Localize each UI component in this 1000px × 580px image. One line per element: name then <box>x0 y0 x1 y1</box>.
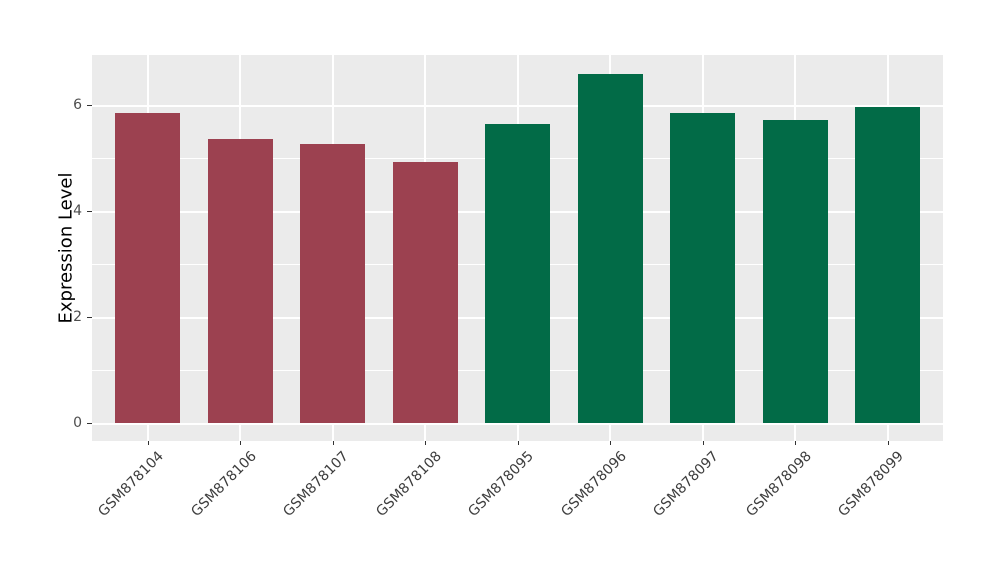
y-tick-label: 6 <box>73 97 82 113</box>
x-tick-mark <box>610 441 611 445</box>
x-tick-mark <box>702 441 704 445</box>
y-tick-mark <box>87 317 92 318</box>
x-tick-label: GSM878106 <box>188 448 260 520</box>
x-tick-mark <box>517 441 519 445</box>
y-tick-label: 4 <box>73 203 82 219</box>
x-tick-mark <box>240 441 241 445</box>
x-tick-label: GSM878097 <box>650 448 723 520</box>
x-tick-label: GSM878099 <box>835 448 908 520</box>
y-tick-mark <box>87 105 92 106</box>
x-tick-mark <box>332 441 334 445</box>
x-tick-label: GSM878095 <box>465 448 538 520</box>
x-tick-label: GSM878098 <box>743 448 815 520</box>
bar-GSM878096 <box>577 73 643 423</box>
bar-GSM878097 <box>670 112 735 423</box>
x-tick-mark <box>795 441 796 445</box>
bar-GSM878098 <box>762 119 828 423</box>
x-tick-mark <box>887 441 889 445</box>
plot-panel <box>92 55 943 441</box>
y-tick-mark <box>87 423 92 424</box>
bar-GSM878099 <box>855 107 920 423</box>
x-tick-mark <box>425 441 426 445</box>
x-tick-label: GSM878108 <box>373 448 445 520</box>
x-tick-label: GSM878096 <box>558 448 630 520</box>
bar-GSM878108 <box>392 161 458 423</box>
bar-GSM878095 <box>485 124 550 423</box>
y-tick-label: 0 <box>73 415 82 431</box>
bar-GSM878107 <box>300 143 365 423</box>
x-tick-mark <box>147 441 149 445</box>
y-tick-label: 2 <box>73 309 82 325</box>
bar-GSM878106 <box>207 138 273 423</box>
x-tick-label: GSM878104 <box>95 448 168 520</box>
y-tick-mark <box>87 211 92 212</box>
x-tick-label: GSM878107 <box>280 448 353 520</box>
bar-GSM878104 <box>115 112 180 423</box>
y-axis-title: Expression Level <box>55 172 77 324</box>
